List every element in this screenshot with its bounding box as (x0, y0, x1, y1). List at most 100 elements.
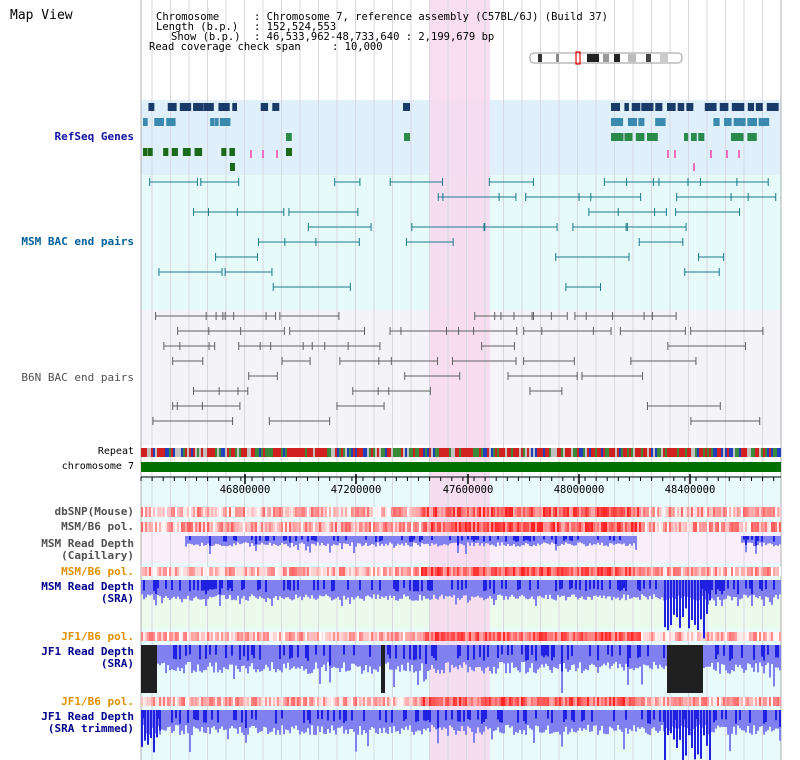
polymorphism-mark (515, 567, 517, 576)
polymorphism-mark (181, 507, 183, 517)
repeat-mark (741, 448, 743, 457)
read-depth-bar (581, 710, 583, 722)
read-depth-bar (501, 580, 503, 589)
polymorphism-mark (767, 522, 769, 532)
polymorphism-mark (743, 567, 745, 576)
repeat-mark (393, 448, 395, 457)
read-depth-bar (261, 536, 263, 543)
polymorphism-mark (207, 697, 209, 706)
polymorphism-mark (309, 632, 311, 641)
read-depth-bar (387, 580, 389, 600)
polymorphism-mark (189, 522, 191, 532)
polymorphism-mark (397, 522, 399, 532)
read-depth-bar (333, 536, 335, 541)
polymorphism-mark (627, 697, 629, 706)
polymorphism-mark (757, 632, 759, 641)
polymorphism-mark (409, 567, 411, 576)
polymorphism-mark (551, 632, 553, 641)
polymorphism-mark (385, 522, 387, 532)
polymorphism-mark (609, 632, 611, 641)
polymorphism-mark (517, 567, 519, 576)
read-depth-bar (179, 645, 181, 660)
gene-feature (719, 103, 729, 111)
read-depth-bar (613, 645, 615, 664)
read-depth-bar (629, 536, 631, 544)
read-depth-bar (657, 710, 659, 733)
read-depth-bar (361, 536, 363, 547)
read-depth-bar (403, 580, 405, 588)
polymorphism-mark (169, 632, 171, 641)
polymorphism-mark (581, 522, 583, 532)
polymorphism-mark (309, 507, 311, 517)
repeat-mark (459, 448, 461, 457)
polymorphism-mark (655, 567, 657, 576)
read-depth-bar (419, 536, 421, 542)
polymorphism-mark (689, 697, 691, 706)
read-depth-bar (199, 536, 201, 547)
polymorphism-mark (605, 522, 607, 532)
read-depth-bar (505, 710, 507, 726)
polymorphism-mark (577, 507, 579, 517)
read-depth-spike (670, 710, 672, 734)
repeat-mark (635, 448, 637, 457)
polymorphism-mark (673, 697, 675, 706)
polymorphism-mark (445, 697, 447, 706)
read-depth-bar (315, 710, 317, 735)
read-depth-bar (775, 710, 777, 721)
polymorphism-mark (613, 697, 615, 706)
polymorphism-mark (285, 632, 287, 641)
ideogram-band (556, 54, 559, 62)
read-depth-bar (375, 710, 377, 733)
read-depth-bar (475, 710, 477, 734)
polymorphism-mark (655, 507, 657, 517)
polymorphism-mark (577, 522, 579, 532)
polymorphism-mark (291, 697, 293, 706)
read-depth-bar (353, 580, 355, 600)
polymorphism-mark (599, 522, 601, 532)
read-depth-bar (377, 580, 379, 595)
polymorphism-mark (267, 507, 269, 517)
polymorphism-mark (579, 522, 581, 532)
polymorphism-mark (269, 567, 271, 576)
read-depth-bar (637, 710, 639, 728)
read-depth-bar (245, 645, 247, 669)
repeat-mark (633, 448, 635, 457)
polymorphism-mark (723, 522, 725, 532)
read-depth-bar (295, 536, 297, 541)
repeat-mark (567, 448, 569, 457)
repeat-mark (603, 448, 605, 457)
polymorphism-mark (235, 697, 237, 706)
polymorphism-mark (175, 567, 177, 576)
read-depth-bar (193, 645, 195, 671)
polymorphism-mark (653, 697, 655, 706)
polymorphism-mark (767, 697, 769, 706)
polymorphism-mark (627, 507, 629, 517)
polymorphism-mark (679, 567, 681, 576)
polymorphism-mark (177, 697, 179, 706)
read-depth-bar (555, 645, 557, 668)
polymorphism-mark (155, 632, 157, 641)
read-depth-bar (297, 645, 299, 658)
read-depth-bar (773, 645, 775, 687)
polymorphism-mark (677, 567, 679, 576)
read-depth-bar (473, 710, 475, 743)
polymorphism-mark (201, 507, 203, 517)
read-depth-bar (661, 710, 663, 725)
polymorphism-mark (405, 567, 407, 576)
dbsnp-label: dbSNP(Mouse) (54, 505, 134, 518)
read-depth-spike (676, 580, 678, 618)
polymorphism-mark (225, 632, 227, 641)
read-depth-bar (583, 536, 585, 545)
read-depth-bar (401, 536, 403, 541)
polymorphism-mark (587, 522, 589, 532)
polymorphism-mark (659, 522, 661, 532)
polymorphism-mark (163, 567, 165, 576)
read-depth-bar (523, 645, 525, 662)
polymorphism-mark (301, 697, 303, 706)
polymorphism-mark (587, 632, 589, 641)
polymorphism-mark (337, 632, 339, 641)
polymorphism-mark (435, 567, 437, 576)
polymorphism-mark (255, 632, 257, 641)
polymorphism-mark (539, 632, 541, 641)
